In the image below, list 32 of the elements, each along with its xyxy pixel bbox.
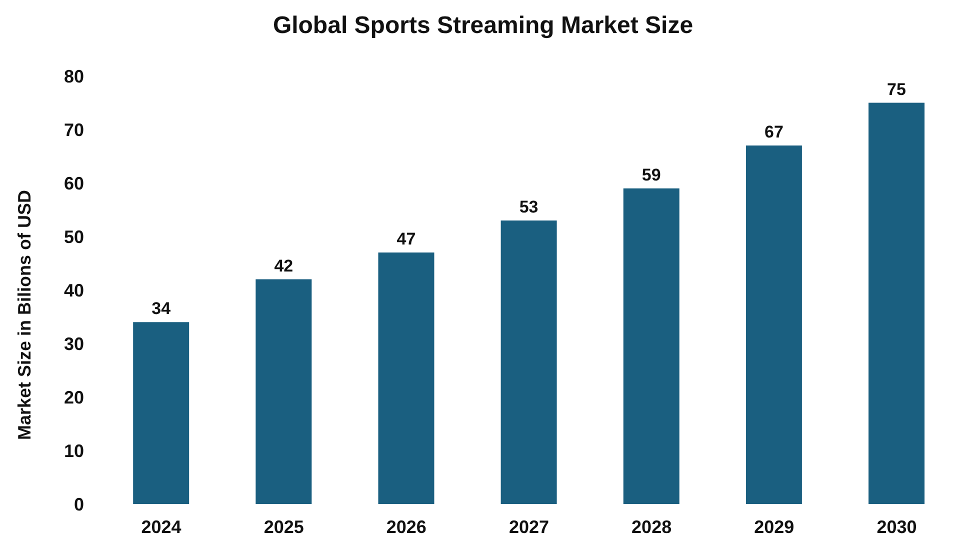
bar [623,188,680,504]
x-tick-label: 2026 [386,516,426,537]
x-tick-label: 2027 [508,516,550,537]
bar [746,146,802,504]
y-tick-label: 0 [74,494,84,514]
data-label: 75 [887,80,906,99]
y-tick-label: 30 [64,334,84,354]
y-tick-label: 80 [64,66,84,86]
y-axis-title: Market Size in Bilions of USD [14,190,34,440]
data-label: 47 [396,230,416,249]
chart-title: Global Sports Streaming Market Size [272,12,694,40]
x-tick-label: 2024 [141,516,182,537]
bar [256,279,312,504]
y-tick-label: 40 [64,280,84,300]
data-label: 34 [152,299,172,318]
bar [500,220,557,504]
bar [868,102,925,504]
data-label: 59 [642,165,661,184]
bar [133,322,190,504]
bar [378,252,434,504]
data-label: 53 [519,197,538,216]
y-tick-label: 20 [64,387,84,408]
x-tick-label: 2030 [876,516,917,537]
data-label: 42 [274,256,294,276]
y-tick-label: 70 [64,120,84,140]
y-tick-label: 50 [64,226,84,247]
x-tick-label: 2028 [632,516,672,537]
x-tick-label: 2029 [754,516,794,537]
x-tick-label: 2025 [264,516,304,537]
y-tick-label: 10 [64,440,84,461]
y-tick-label: 60 [64,173,84,194]
data-label: 67 [764,122,784,142]
